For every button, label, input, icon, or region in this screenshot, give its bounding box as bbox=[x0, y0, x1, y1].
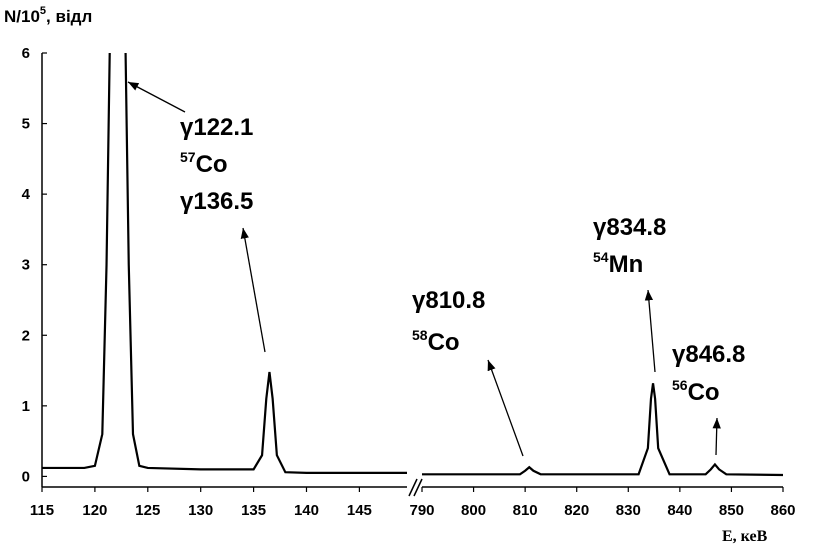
x-tick-label: 810 bbox=[513, 502, 538, 519]
annotation-text: Co bbox=[428, 329, 460, 356]
arrow bbox=[644, 289, 656, 373]
y-tick-label: 5 bbox=[22, 116, 30, 133]
x-tick-label: 820 bbox=[564, 502, 589, 519]
annotation: 54Mn bbox=[593, 249, 643, 278]
arrow bbox=[487, 359, 524, 457]
x-tick-label: 840 bbox=[667, 502, 692, 519]
y-tick-label: 4 bbox=[22, 186, 31, 203]
annotation-text: γ136.5 bbox=[180, 188, 253, 215]
annotation: γ810.8 bbox=[412, 287, 485, 314]
x-axis-label: E, кеВ bbox=[722, 528, 768, 545]
annotation: 56Co bbox=[672, 377, 720, 406]
annotation-text: γ810.8 bbox=[412, 287, 485, 314]
y-axis-label: N/105, відл bbox=[4, 5, 92, 26]
x-tick-label: 800 bbox=[461, 502, 486, 519]
annotation-text: γ846.8 bbox=[672, 341, 745, 368]
x-tick-label: 850 bbox=[719, 502, 744, 519]
arrow bbox=[240, 227, 266, 353]
annotation: γ834.8 bbox=[593, 214, 666, 241]
arrow bbox=[712, 417, 721, 456]
annotation-text: Co bbox=[196, 151, 228, 178]
y-tick-label: 1 bbox=[22, 398, 30, 415]
axis-break bbox=[408, 478, 423, 497]
spectrum-line bbox=[422, 383, 784, 477]
annotation-sup: 56 bbox=[672, 377, 688, 393]
annotation: γ136.5 bbox=[180, 188, 253, 215]
spectrum-line bbox=[42, 52, 111, 470]
arrow bbox=[127, 81, 186, 113]
x-tick-label: 790 bbox=[409, 502, 434, 519]
annotation-text: Co bbox=[688, 379, 720, 406]
annotation-text: Mn bbox=[609, 251, 644, 278]
annotation-text: γ834.8 bbox=[593, 214, 666, 241]
annotation: 58Co bbox=[412, 327, 460, 356]
annotation-arrows bbox=[127, 81, 721, 457]
y-tick-label: 6 bbox=[22, 45, 30, 62]
y-tick-label: 3 bbox=[22, 257, 30, 274]
x-tick-label: 130 bbox=[188, 502, 213, 519]
x-tick-label: 125 bbox=[135, 502, 160, 519]
spectrum-line bbox=[124, 52, 407, 474]
x-tick-label: 135 bbox=[241, 502, 266, 519]
x-tick-label: 120 bbox=[82, 502, 107, 519]
y-tick-label: 2 bbox=[22, 327, 30, 344]
x-tick-label: 115 bbox=[30, 502, 54, 519]
x-tick-label: 860 bbox=[770, 502, 795, 519]
y-tick-label: 0 bbox=[22, 468, 30, 485]
annotation-text: γ122.1 bbox=[180, 114, 253, 141]
x-tick-label: 830 bbox=[616, 502, 641, 519]
annotation-sup: 54 bbox=[593, 249, 609, 265]
annotation-sup: 58 bbox=[412, 327, 428, 343]
annotation: γ122.1 bbox=[180, 114, 253, 141]
annotation: 57Co bbox=[180, 149, 228, 178]
x-tick-label: 140 bbox=[294, 502, 319, 519]
x-tick-label: 145 bbox=[347, 502, 372, 519]
annotation: γ846.8 bbox=[672, 341, 745, 368]
annotation-sup: 57 bbox=[180, 149, 196, 165]
